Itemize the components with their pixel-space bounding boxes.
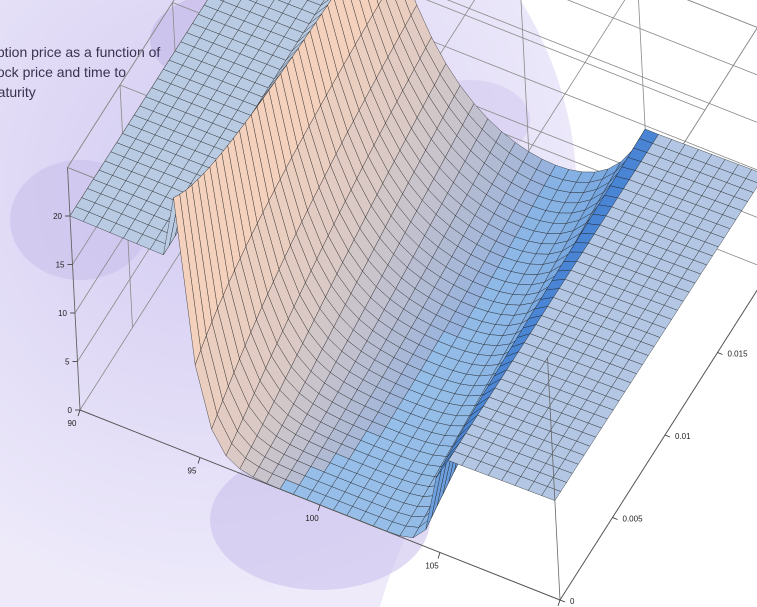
z-tick-label: 5: [65, 358, 70, 367]
x-tick-label: 105: [425, 562, 439, 571]
y-tick-mark: [612, 517, 618, 520]
caption-line-1: Option price as a function of: [0, 44, 161, 60]
grid-line: [520, 0, 531, 176]
x-tick-mark: [317, 504, 321, 512]
surface-mesh-cell: [541, 486, 562, 501]
front-right-edge: [547, 357, 561, 601]
surface-mesh-cell: [376, 0, 382, 6]
caption-line-3: maturity: [0, 84, 36, 100]
z-tick-label: 0: [68, 406, 73, 415]
z-tick-label: 10: [58, 309, 67, 318]
front-left-edge: [67, 167, 81, 411]
x-tick-mark: [557, 599, 561, 607]
caption-line-2: stock price and time to: [0, 64, 127, 80]
z-tick-label: 15: [56, 261, 65, 270]
y-tick-mark: [717, 352, 723, 355]
grid-line: [446, 0, 757, 123]
x-tick-label: 90: [68, 419, 77, 428]
x-tick-mark: [437, 552, 441, 559]
x-tick-label: 100: [305, 514, 319, 523]
grid-line: [67, 0, 175, 168]
y-tick-mark: [559, 599, 566, 603]
grid-line: [566, 0, 757, 76]
x-tick-label: 95: [188, 467, 197, 476]
z-tick-label: 20: [53, 212, 62, 221]
chart-caption: Option price as a function of stock pric…: [0, 42, 226, 102]
x-tick-mark: [77, 409, 81, 417]
y-tick-label: 0.01: [675, 432, 691, 441]
y-tick-label: 0: [570, 597, 575, 606]
y-tick-label: 0.015: [728, 350, 749, 359]
x-tick-mark: [197, 457, 201, 464]
y-tick-label: 0.005: [623, 515, 644, 524]
option-surface: [69, 0, 757, 539]
y-tick-mark: [664, 434, 671, 438]
